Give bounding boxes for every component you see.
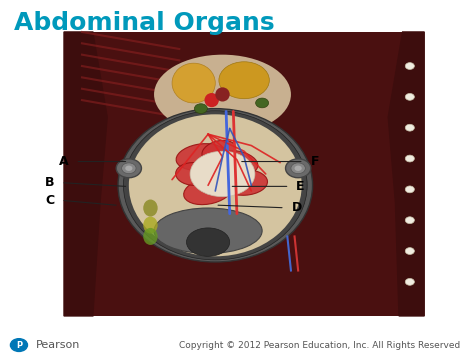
Ellipse shape bbox=[215, 87, 230, 102]
Ellipse shape bbox=[186, 228, 230, 256]
Circle shape bbox=[194, 104, 207, 114]
Circle shape bbox=[285, 159, 311, 178]
Ellipse shape bbox=[176, 163, 212, 185]
Circle shape bbox=[125, 165, 132, 171]
Circle shape bbox=[116, 159, 141, 178]
Circle shape bbox=[255, 98, 269, 108]
Text: F: F bbox=[310, 155, 319, 168]
Circle shape bbox=[291, 163, 305, 174]
Text: Abdominal Organs: Abdominal Organs bbox=[14, 11, 275, 35]
Ellipse shape bbox=[172, 63, 215, 103]
Ellipse shape bbox=[129, 114, 302, 256]
Text: D: D bbox=[292, 201, 302, 214]
Text: C: C bbox=[46, 194, 55, 207]
Ellipse shape bbox=[143, 228, 158, 245]
Ellipse shape bbox=[154, 208, 262, 253]
Text: A: A bbox=[59, 155, 69, 168]
Ellipse shape bbox=[194, 159, 251, 189]
Circle shape bbox=[405, 62, 414, 70]
Circle shape bbox=[405, 186, 414, 193]
Ellipse shape bbox=[176, 144, 226, 170]
Circle shape bbox=[405, 248, 414, 255]
Ellipse shape bbox=[221, 170, 267, 195]
Text: Copyright © 2012 Pearson Education, Inc. All Rights Reserved: Copyright © 2012 Pearson Education, Inc.… bbox=[179, 340, 460, 350]
Circle shape bbox=[122, 163, 136, 174]
Circle shape bbox=[405, 217, 414, 224]
Ellipse shape bbox=[190, 151, 255, 197]
Circle shape bbox=[294, 165, 302, 171]
Text: Pearson: Pearson bbox=[36, 340, 80, 350]
Ellipse shape bbox=[202, 140, 236, 162]
Ellipse shape bbox=[204, 93, 219, 107]
Ellipse shape bbox=[216, 151, 258, 175]
Ellipse shape bbox=[143, 217, 158, 234]
Ellipse shape bbox=[154, 55, 291, 134]
Bar bbox=[64, 32, 424, 316]
Polygon shape bbox=[64, 32, 107, 316]
Text: P: P bbox=[16, 340, 22, 350]
Circle shape bbox=[405, 93, 414, 100]
Ellipse shape bbox=[219, 62, 269, 99]
Circle shape bbox=[10, 339, 27, 351]
Ellipse shape bbox=[184, 178, 232, 204]
Circle shape bbox=[405, 124, 414, 131]
Text: B: B bbox=[45, 176, 55, 189]
Ellipse shape bbox=[123, 111, 307, 260]
Circle shape bbox=[405, 155, 414, 162]
Circle shape bbox=[405, 278, 414, 285]
Ellipse shape bbox=[118, 109, 312, 262]
Ellipse shape bbox=[143, 200, 158, 217]
Text: E: E bbox=[296, 180, 305, 193]
Polygon shape bbox=[388, 32, 424, 316]
